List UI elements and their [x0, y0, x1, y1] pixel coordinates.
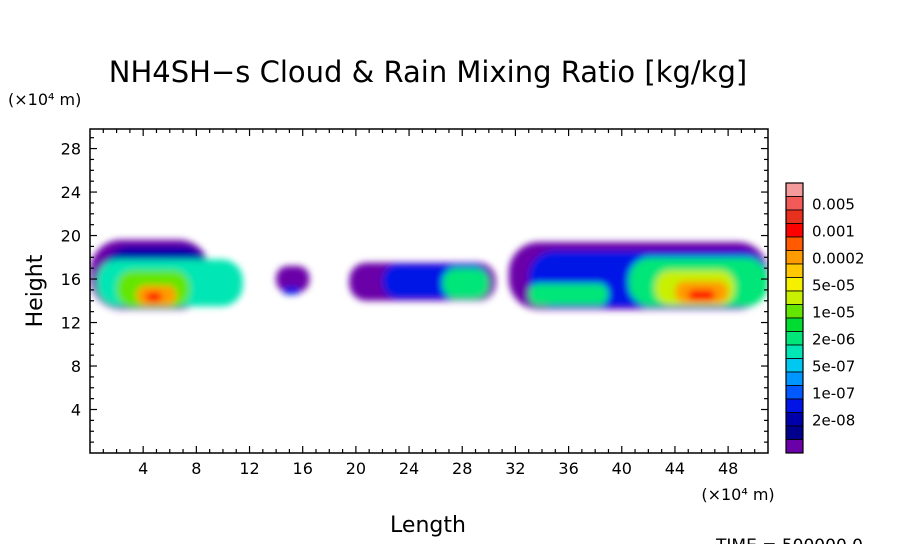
- y-tick-label: 20: [61, 227, 81, 246]
- cloud-layer: [90, 239, 768, 310]
- x-tick-label: 20: [346, 459, 366, 478]
- x-tick-label: 28: [452, 459, 472, 478]
- colorbar-swatch: [785, 290, 804, 305]
- colorbar-swatch: [785, 196, 804, 211]
- x-tick-label: 32: [505, 459, 525, 478]
- colorbar-swatch: [785, 263, 804, 278]
- y-axis-unit: (×10⁴ m): [8, 90, 81, 109]
- colorbar-swatch: [785, 223, 804, 238]
- cloud-region: [688, 289, 715, 301]
- colorbar-swatch: [785, 344, 804, 359]
- y-axis-label: Height: [23, 254, 48, 327]
- x-axis-label: Length: [390, 513, 466, 538]
- colorbar-swatch: [785, 358, 804, 373]
- colorbar-swatch: [785, 439, 804, 454]
- x-tick-label: 48: [718, 459, 738, 478]
- x-axis: 4 8 12 16 20 24 28 32 36 40 44 48: [102, 129, 756, 478]
- colorbar-label: 2e-08: [812, 412, 855, 430]
- colorbar-label: 0.005: [812, 196, 855, 214]
- x-axis-unit: (×10⁴ m): [701, 485, 774, 504]
- colorbar-swatch: [785, 398, 804, 413]
- colorbar-swatch: [785, 385, 804, 400]
- colorbar-label: 0.001: [812, 223, 855, 241]
- x-tick-label: 36: [558, 459, 578, 478]
- colorbar-swatch: [785, 182, 804, 197]
- colorbar-label: 0.0002: [812, 250, 865, 268]
- x-tick-label: 44: [665, 459, 685, 478]
- colorbar-swatch: [785, 331, 804, 346]
- y-tick-label: 24: [61, 183, 81, 202]
- y-tick-label: 8: [71, 357, 81, 376]
- chart-title: NH4SH−s Cloud & Rain Mixing Ratio [kg/kg…: [109, 55, 747, 89]
- y-tick-label: 28: [61, 140, 81, 159]
- y-tick-label: 12: [61, 314, 81, 333]
- colorbar-label: 5e-05: [812, 277, 855, 295]
- colorbar-label: 2e-06: [812, 331, 855, 349]
- x-tick-label: 16: [293, 459, 313, 478]
- x-tick-label: 24: [399, 459, 419, 478]
- cloud-region: [528, 283, 609, 306]
- x-tick-label: 40: [612, 459, 632, 478]
- x-tick-label: 8: [191, 459, 201, 478]
- colorbar-swatch: [785, 277, 804, 292]
- colorbar-swatch: [785, 304, 804, 319]
- y-tick-label: 16: [61, 270, 81, 289]
- time-label: TIME = 500000.0: [715, 536, 863, 544]
- colorbar-label: 1e-05: [812, 304, 855, 322]
- x-tick-label: 12: [239, 459, 259, 478]
- colorbar-swatch: [785, 250, 804, 265]
- colorbar-swatch: [785, 412, 804, 427]
- cloud-region: [145, 292, 162, 302]
- colorbar-frame: [785, 182, 804, 454]
- colorbar-swatch: [785, 425, 804, 440]
- colorbar-label: 1e-07: [812, 385, 855, 403]
- y-tick-label: 4: [71, 401, 81, 420]
- plot-frame: [89, 128, 769, 454]
- cloud-region: [276, 265, 310, 293]
- colorbar: 0.005 0.001 0.0002 5e-05 1e-05 2e-06 5e-07 1e-0…: [785, 182, 865, 454]
- colorbar-swatch: [785, 317, 804, 332]
- y-axis: 4 8 12 16 20 24 28: [61, 137, 768, 443]
- colorbar-swatch: [785, 236, 804, 251]
- cloud-region: [442, 268, 489, 299]
- colorbar-label: 5e-07: [812, 358, 855, 376]
- x-tick-label: 4: [138, 459, 148, 478]
- colorbar-swatch: [785, 371, 804, 386]
- colorbar-swatch: [785, 209, 804, 224]
- cloud-region: [282, 286, 301, 295]
